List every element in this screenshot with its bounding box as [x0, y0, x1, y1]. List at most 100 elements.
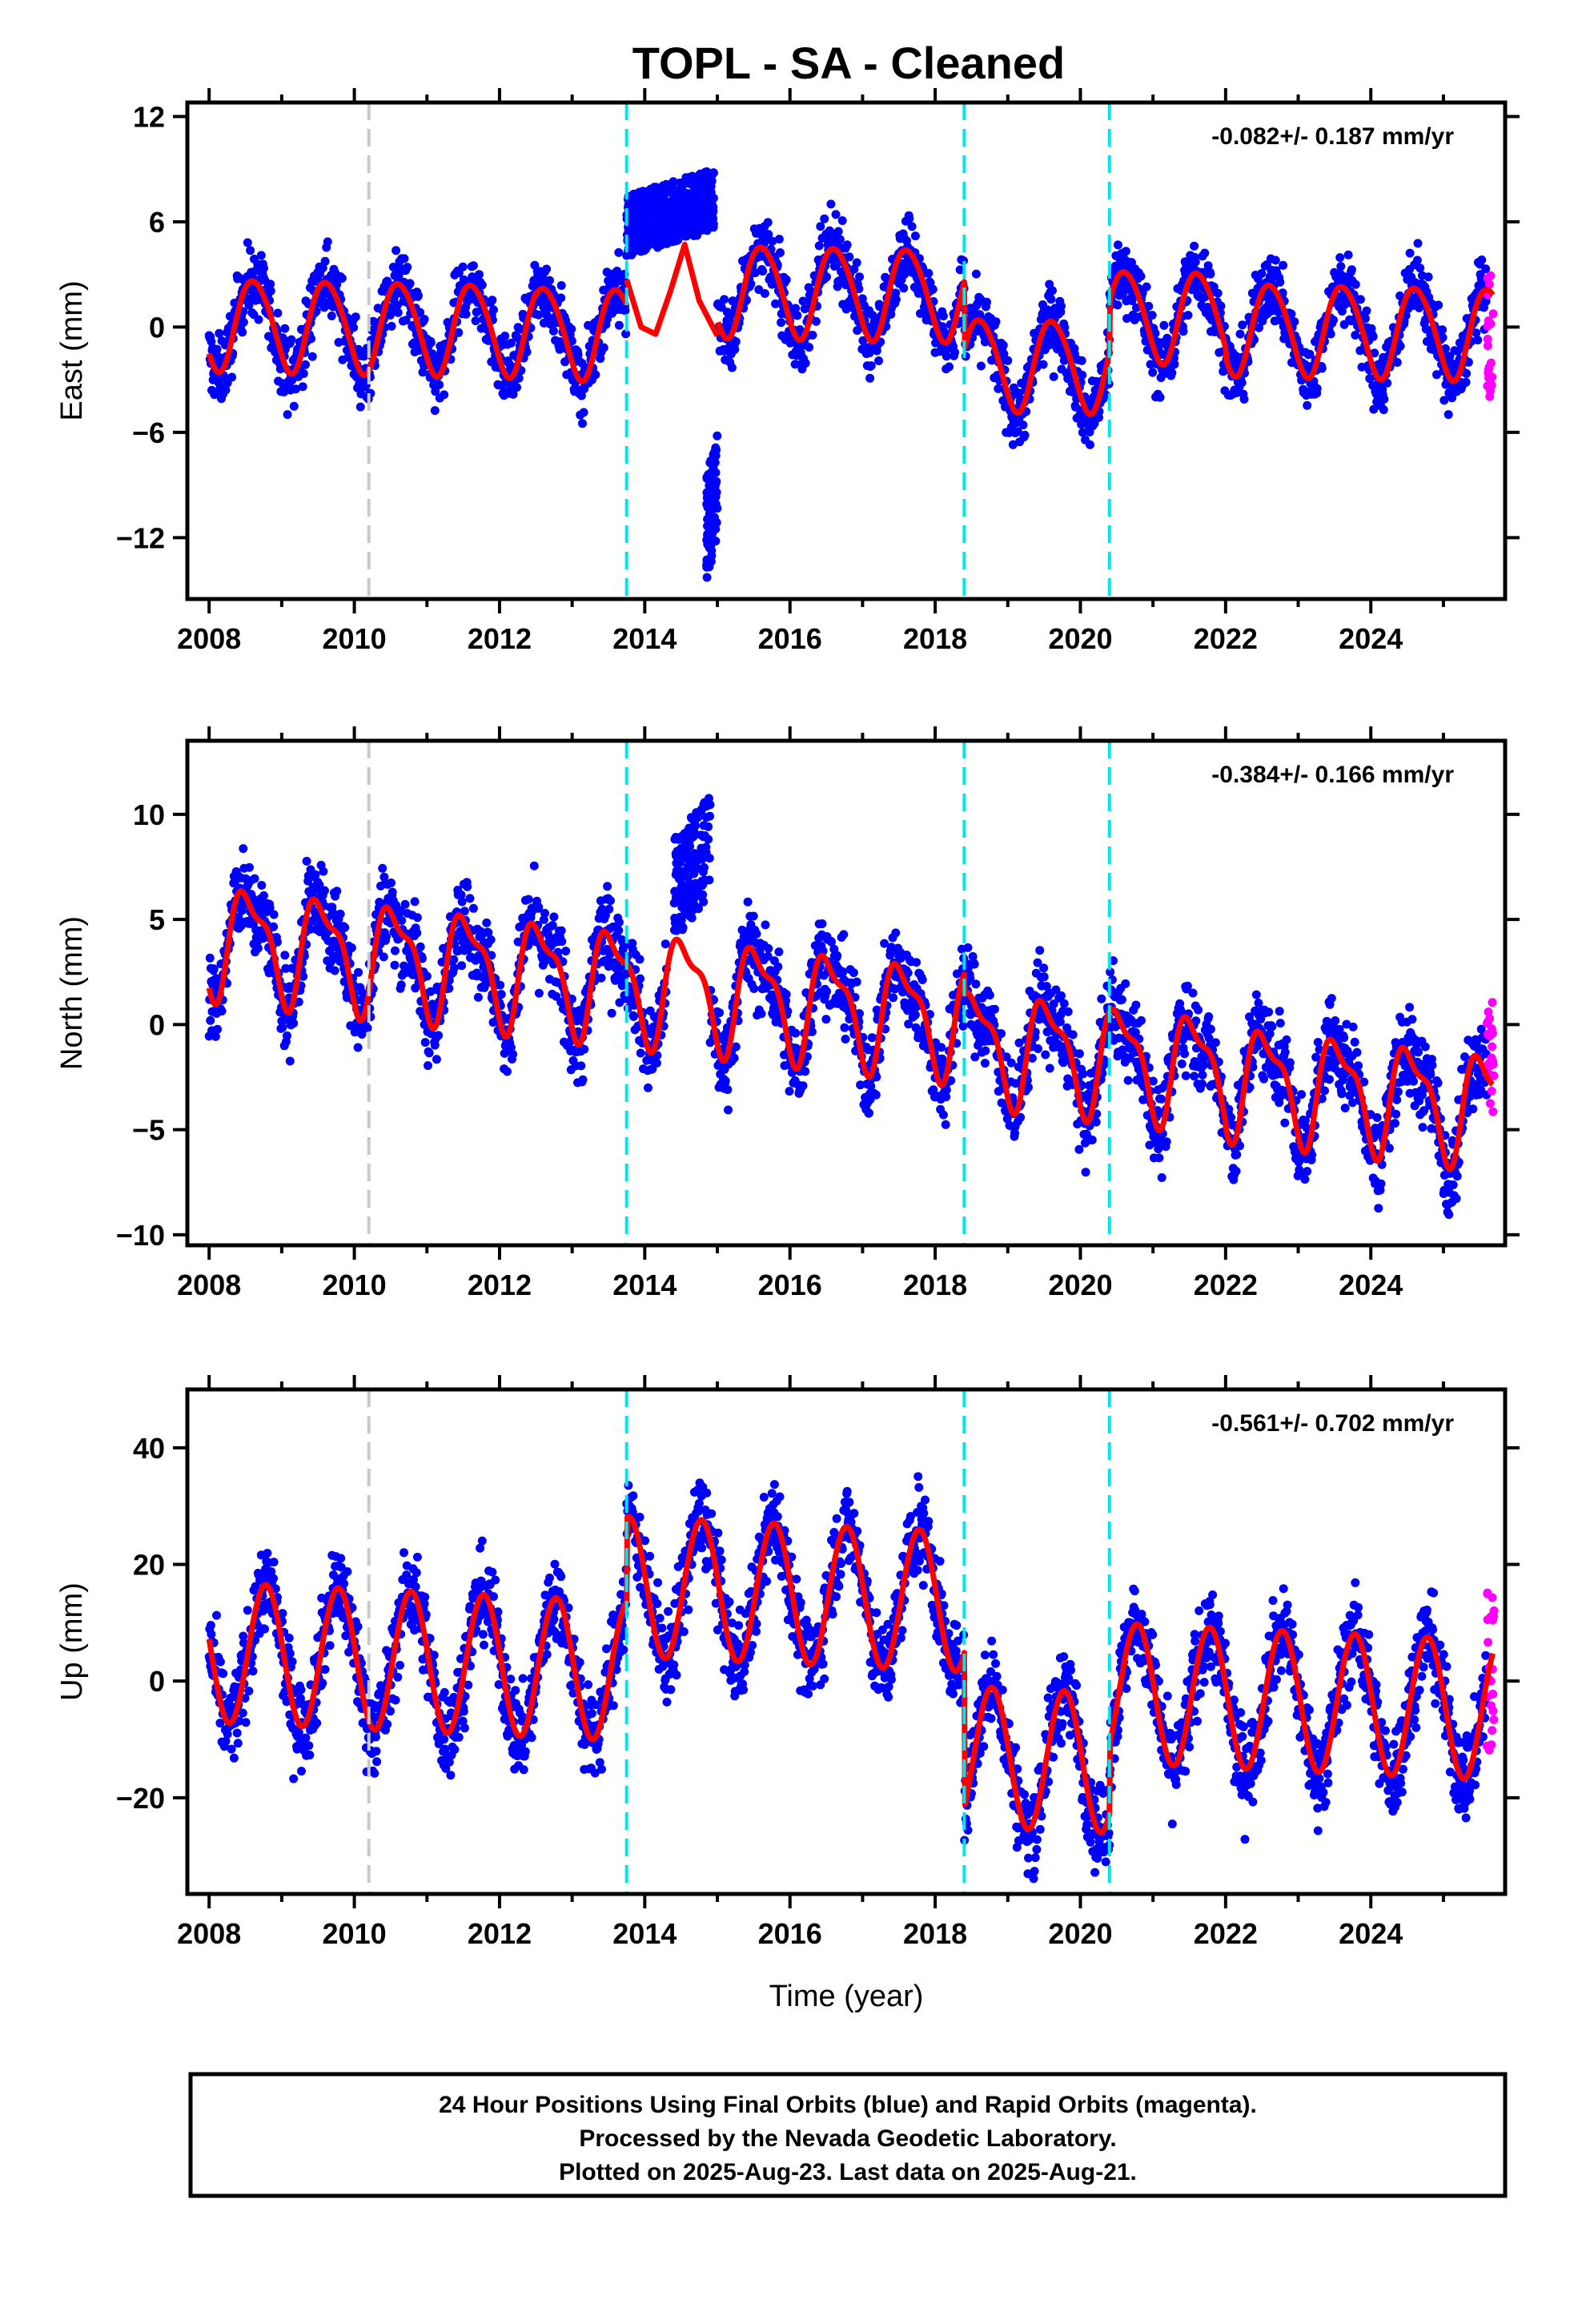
data-point [805, 343, 814, 352]
data-point [1434, 300, 1443, 310]
data-point [910, 231, 920, 241]
data-point [955, 265, 965, 275]
data-point [709, 193, 718, 203]
data-point [440, 390, 449, 400]
data-point [387, 887, 397, 897]
data-point [596, 973, 606, 983]
data-point [473, 992, 483, 1002]
data-point [795, 325, 805, 335]
data-point [1355, 295, 1365, 304]
data-point [831, 210, 841, 219]
data-point [761, 920, 770, 930]
data-point [849, 968, 858, 978]
data-point [430, 406, 440, 416]
x-tick-label: 2016 [758, 622, 822, 655]
data-point [874, 356, 883, 365]
data-point [644, 234, 653, 243]
data-point [1077, 356, 1086, 365]
data-point [833, 951, 842, 960]
data-point [576, 391, 586, 400]
data-point [468, 261, 478, 271]
data-point [353, 1043, 363, 1052]
data-point [981, 1046, 990, 1055]
data-point [729, 1053, 739, 1063]
data-point [405, 279, 415, 288]
data-point [449, 955, 459, 964]
data-point [340, 923, 350, 932]
data-point [457, 897, 467, 907]
data-point [985, 991, 994, 1000]
data-point [1440, 344, 1450, 353]
data-point [1305, 349, 1315, 359]
data-point [1413, 239, 1423, 248]
data-point [1046, 295, 1056, 304]
x-tick-label: 2012 [468, 622, 532, 655]
data-point [1191, 257, 1200, 267]
data-point [393, 308, 403, 317]
data-point [928, 284, 938, 294]
data-point [1472, 328, 1481, 338]
data-point [614, 918, 624, 927]
data-point [430, 1040, 440, 1050]
data-point [665, 207, 675, 216]
data-point [709, 219, 718, 229]
data-point [416, 942, 425, 951]
data-point [800, 304, 809, 314]
data-point [280, 951, 290, 960]
data-point [1020, 430, 1030, 440]
data-point [269, 922, 279, 931]
data-point [681, 199, 691, 208]
data-point [557, 937, 567, 947]
data-point [209, 964, 219, 974]
data-point [970, 959, 979, 969]
data-point [614, 926, 624, 935]
data-point [842, 240, 852, 250]
data-point [351, 312, 360, 322]
data-point [832, 260, 841, 269]
data-point [636, 236, 645, 246]
data-point [1239, 395, 1249, 404]
data-point [403, 263, 412, 272]
data-point [840, 1023, 849, 1032]
data-point [649, 183, 659, 192]
x-tick-label: 2022 [1194, 622, 1258, 655]
data-point [691, 185, 701, 195]
data-point [1477, 255, 1487, 264]
data-point [253, 943, 263, 953]
data-point [689, 176, 699, 186]
data-point [1343, 250, 1353, 259]
data-point [215, 328, 224, 338]
data-point [266, 286, 275, 296]
data-point [259, 891, 268, 900]
data-point [529, 861, 539, 870]
data-point [1071, 402, 1080, 412]
data-point [486, 935, 496, 944]
data-point [646, 191, 656, 200]
data-point [1086, 440, 1094, 449]
data-point [941, 1120, 950, 1129]
data-point [460, 907, 469, 916]
data-point [661, 939, 670, 949]
rapid-point [1484, 365, 1493, 375]
data-point [1362, 306, 1371, 316]
data-point [1379, 394, 1389, 404]
data-points-north [204, 794, 1492, 1220]
data-point [1405, 248, 1415, 258]
data-point [416, 308, 425, 317]
data-point [814, 241, 824, 251]
data-point [457, 961, 467, 971]
data-point [1317, 364, 1327, 373]
data-point [709, 168, 718, 178]
data-point [217, 1007, 227, 1015]
data-point [278, 1023, 287, 1032]
data-point [475, 270, 484, 279]
data-point [999, 349, 1009, 359]
data-point [776, 248, 785, 257]
data-point [667, 215, 677, 224]
y-axis-label-east: East (mm) [55, 280, 89, 420]
data-point [702, 573, 712, 582]
data-point [705, 210, 715, 219]
data-point [500, 1048, 509, 1058]
data-point [1113, 300, 1122, 310]
data-point [1271, 255, 1280, 265]
